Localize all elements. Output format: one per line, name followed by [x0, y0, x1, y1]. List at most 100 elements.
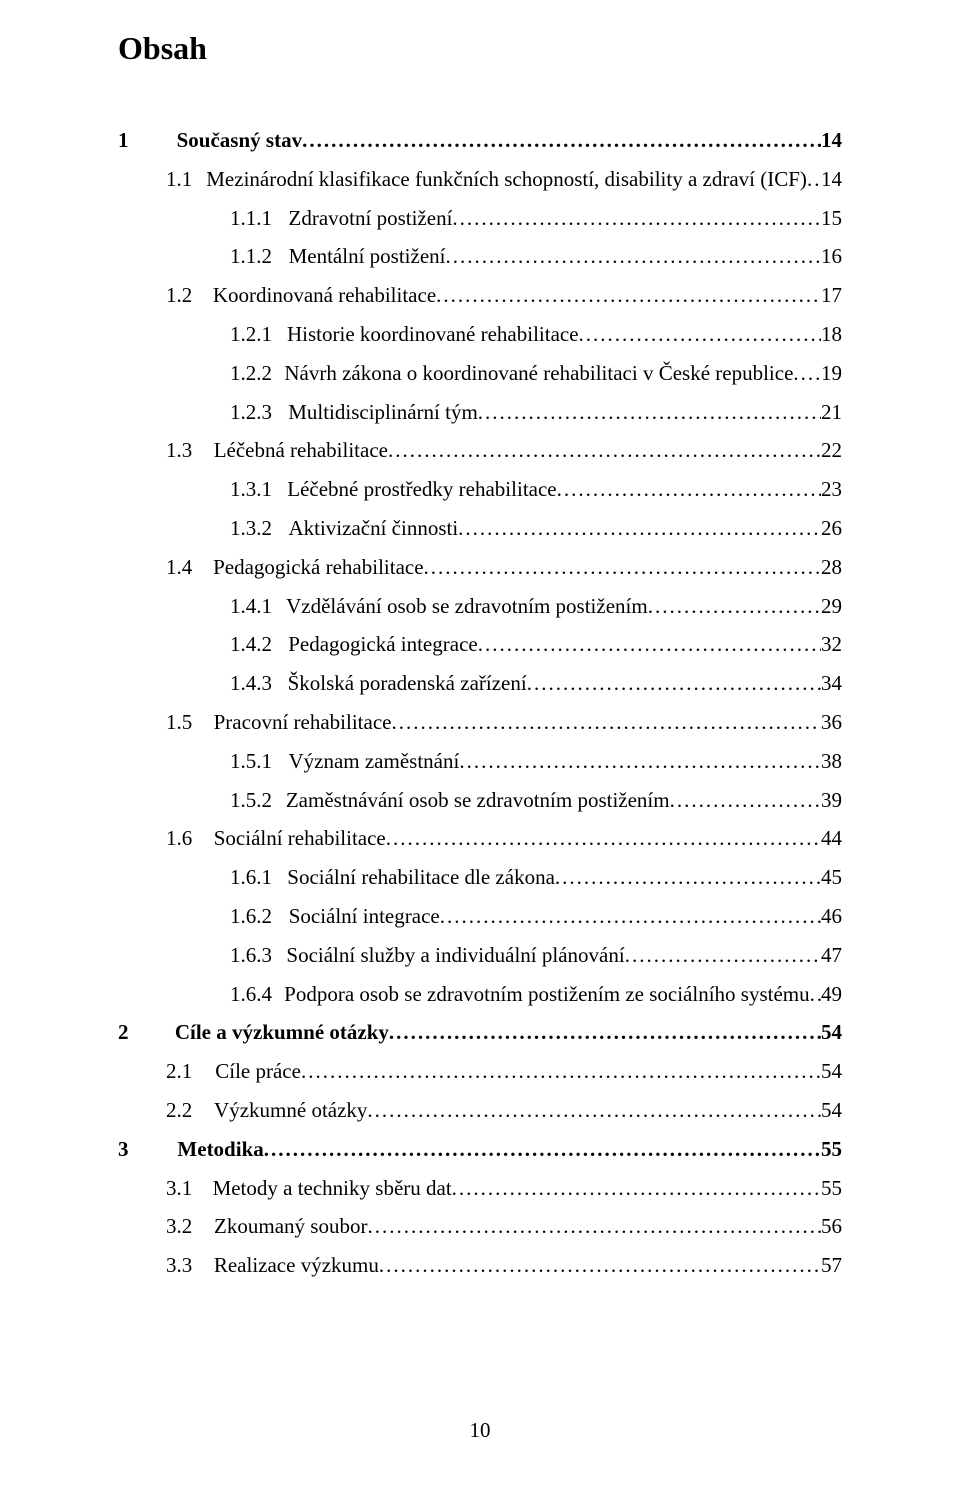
- toc-entry-number: 1.5.2: [230, 790, 284, 811]
- toc-entry: 1.5.1Význam zaměstnání 38: [118, 751, 842, 772]
- toc-entry-label: Podpora osob se zdravotním postižením ze…: [284, 984, 810, 1005]
- toc-entry-leader: [793, 363, 821, 384]
- toc-entry-number: 1.6.3: [230, 945, 284, 966]
- toc-entry-number: 1: [118, 130, 166, 151]
- toc-entry-label: Zdravotní postižení: [289, 208, 453, 229]
- toc-entry: 3Metodika 55: [118, 1139, 842, 1160]
- toc-entry-number: 1.6.2: [230, 906, 284, 927]
- toc-entry-number: 1.4.1: [230, 596, 284, 617]
- toc-entry-page: 29: [821, 596, 842, 617]
- toc-entry-label: Cíle práce: [215, 1061, 301, 1082]
- toc-entry-number: 3.1: [166, 1178, 206, 1199]
- toc-entry-leader: [424, 557, 821, 578]
- toc-entry-label: Zaměstnávání osob se zdravotním postižen…: [286, 790, 670, 811]
- toc-entry-number: 2.1: [166, 1061, 206, 1082]
- toc-entry-number: 1.3.1: [230, 479, 284, 500]
- toc-entry-leader: [367, 1100, 821, 1121]
- toc-entry-label: Sociální služby a individuální plánování: [286, 945, 624, 966]
- toc-entry: 1.6.2Sociální integrace 46: [118, 906, 842, 927]
- toc-entry-page: 38: [821, 751, 842, 772]
- toc-entry-page: 22: [821, 440, 842, 461]
- toc-entry-page: 23: [821, 479, 842, 500]
- toc-entry-page: 57: [821, 1255, 842, 1276]
- toc-entry-page: 21: [821, 402, 842, 423]
- toc-entry: 3.3Realizace výzkumu 57: [118, 1255, 842, 1276]
- toc-entry-label: Historie koordinované rehabilitace: [287, 324, 579, 345]
- toc-entry-label: Návrh zákona o koordinované rehabilitaci…: [284, 363, 793, 384]
- toc-entry-page: 34: [821, 673, 842, 694]
- toc-entry-leader: [388, 440, 821, 461]
- toc-entry-number: 1.2.3: [230, 402, 284, 423]
- toc-entry-page: 19: [821, 363, 842, 384]
- toc-entry: 2.1 Cíle práce 54: [118, 1061, 842, 1082]
- toc-entry-label: Metody a techniky sběru dat: [213, 1178, 452, 1199]
- toc-entry-number: 1.3.2: [230, 518, 284, 539]
- toc-entry-label: Multidisciplinární tým: [288, 402, 478, 423]
- toc-entry-page: 54: [821, 1061, 842, 1082]
- toc-entry-label: Současný stav: [177, 130, 302, 151]
- toc-entry-page: 49: [821, 984, 842, 1005]
- toc-entry-number: 1.5: [166, 712, 206, 733]
- toc-entry-leader: [810, 984, 821, 1005]
- toc-entry: 1.6Sociální rehabilitace 44: [118, 828, 842, 849]
- toc-entry-number: 2: [118, 1022, 166, 1043]
- toc-entry-page: 18: [821, 324, 842, 345]
- toc-entry: 1.4.1Vzdělávání osob se zdravotním posti…: [118, 596, 842, 617]
- toc-entry-number: 1.1: [166, 169, 206, 190]
- toc-entry-leader: [625, 945, 821, 966]
- toc-entry-label: Sociální rehabilitace: [214, 828, 386, 849]
- toc-entry-page: 17: [821, 285, 842, 306]
- toc-entry-label: Výzkumné otázky: [214, 1100, 367, 1121]
- toc-entry-leader: [386, 828, 821, 849]
- toc-entry-page: 46: [821, 906, 842, 927]
- toc-entry: 1.4Pedagogická rehabilitace 28: [118, 557, 842, 578]
- toc-entry-leader: [389, 1022, 821, 1043]
- toc-entry: 3.2Zkoumaný soubor 56: [118, 1216, 842, 1237]
- toc-entry-leader: [379, 1255, 821, 1276]
- toc-entry-number: 1.4.2: [230, 634, 284, 655]
- toc-entry: 1.1.1Zdravotní postižení 15: [118, 208, 842, 229]
- toc-entry-page: 56: [821, 1216, 842, 1237]
- toc-entry-leader: [367, 1216, 821, 1237]
- toc-entry: 1.4.2Pedagogická integrace 32: [118, 634, 842, 655]
- toc-entry-page: 55: [821, 1178, 842, 1199]
- toc-entry-page: 45: [821, 867, 842, 888]
- toc-entry-number: 1.2.2: [230, 363, 284, 384]
- toc-entry: 1.5.2Zaměstnávání osob se zdravotním pos…: [118, 790, 842, 811]
- toc-entry-page: 54: [821, 1100, 842, 1121]
- toc-entry-number: 1.4: [166, 557, 206, 578]
- toc-entry-label: Pracovní rehabilitace: [214, 712, 392, 733]
- toc-entry-leader: [807, 169, 821, 190]
- toc-entry: 2.2 Výzkumné otázky 54: [118, 1100, 842, 1121]
- toc-entry-number: 1.2.1: [230, 324, 284, 345]
- toc-entry-page: 55: [821, 1139, 842, 1160]
- toc-entry-label: Léčebná rehabilitace: [214, 440, 388, 461]
- toc-entry: 1.5 Pracovní rehabilitace 36: [118, 712, 842, 733]
- toc-entry-number: 1.1.2: [230, 246, 284, 267]
- toc-entry-leader: [452, 208, 821, 229]
- toc-entry: 1.2.3Multidisciplinární tým 21: [118, 402, 842, 423]
- toc-entry-leader: [391, 712, 821, 733]
- table-of-contents: 1Současný stav 141.1Mezinárodní klasifik…: [118, 130, 842, 1276]
- toc-entry-leader: [446, 246, 822, 267]
- toc-entry-page: 36: [821, 712, 842, 733]
- toc-entry-number: 2.2: [166, 1100, 206, 1121]
- toc-entry-number: 1.6.4: [230, 984, 284, 1005]
- toc-entry-leader: [264, 1139, 821, 1160]
- toc-entry-page: 14: [821, 169, 842, 190]
- toc-entry-leader: [458, 518, 821, 539]
- toc-entry: 3.1 Metody a techniky sběru dat 55: [118, 1178, 842, 1199]
- toc-entry: 1.2.2Návrh zákona o koordinované rehabil…: [118, 363, 842, 384]
- toc-entry-page: 47: [821, 945, 842, 966]
- toc-entry: 1.2Koordinovaná rehabilitace 17: [118, 285, 842, 306]
- toc-entry-leader: [527, 673, 821, 694]
- toc-entry-page: 39: [821, 790, 842, 811]
- toc-entry-page: 54: [821, 1022, 842, 1043]
- toc-entry-label: Vzdělávání osob se zdravotním postižením: [286, 596, 648, 617]
- toc-entry-leader: [670, 790, 821, 811]
- toc-entry-leader: [557, 479, 821, 500]
- toc-entry: 1.3Léčebná rehabilitace 22: [118, 440, 842, 461]
- toc-entry: 1.1.2Mentální postižení 16: [118, 246, 842, 267]
- toc-entry: 1.4.3Školská poradenská zařízení 34: [118, 673, 842, 694]
- toc-entry-label: Pedagogická rehabilitace: [213, 557, 423, 578]
